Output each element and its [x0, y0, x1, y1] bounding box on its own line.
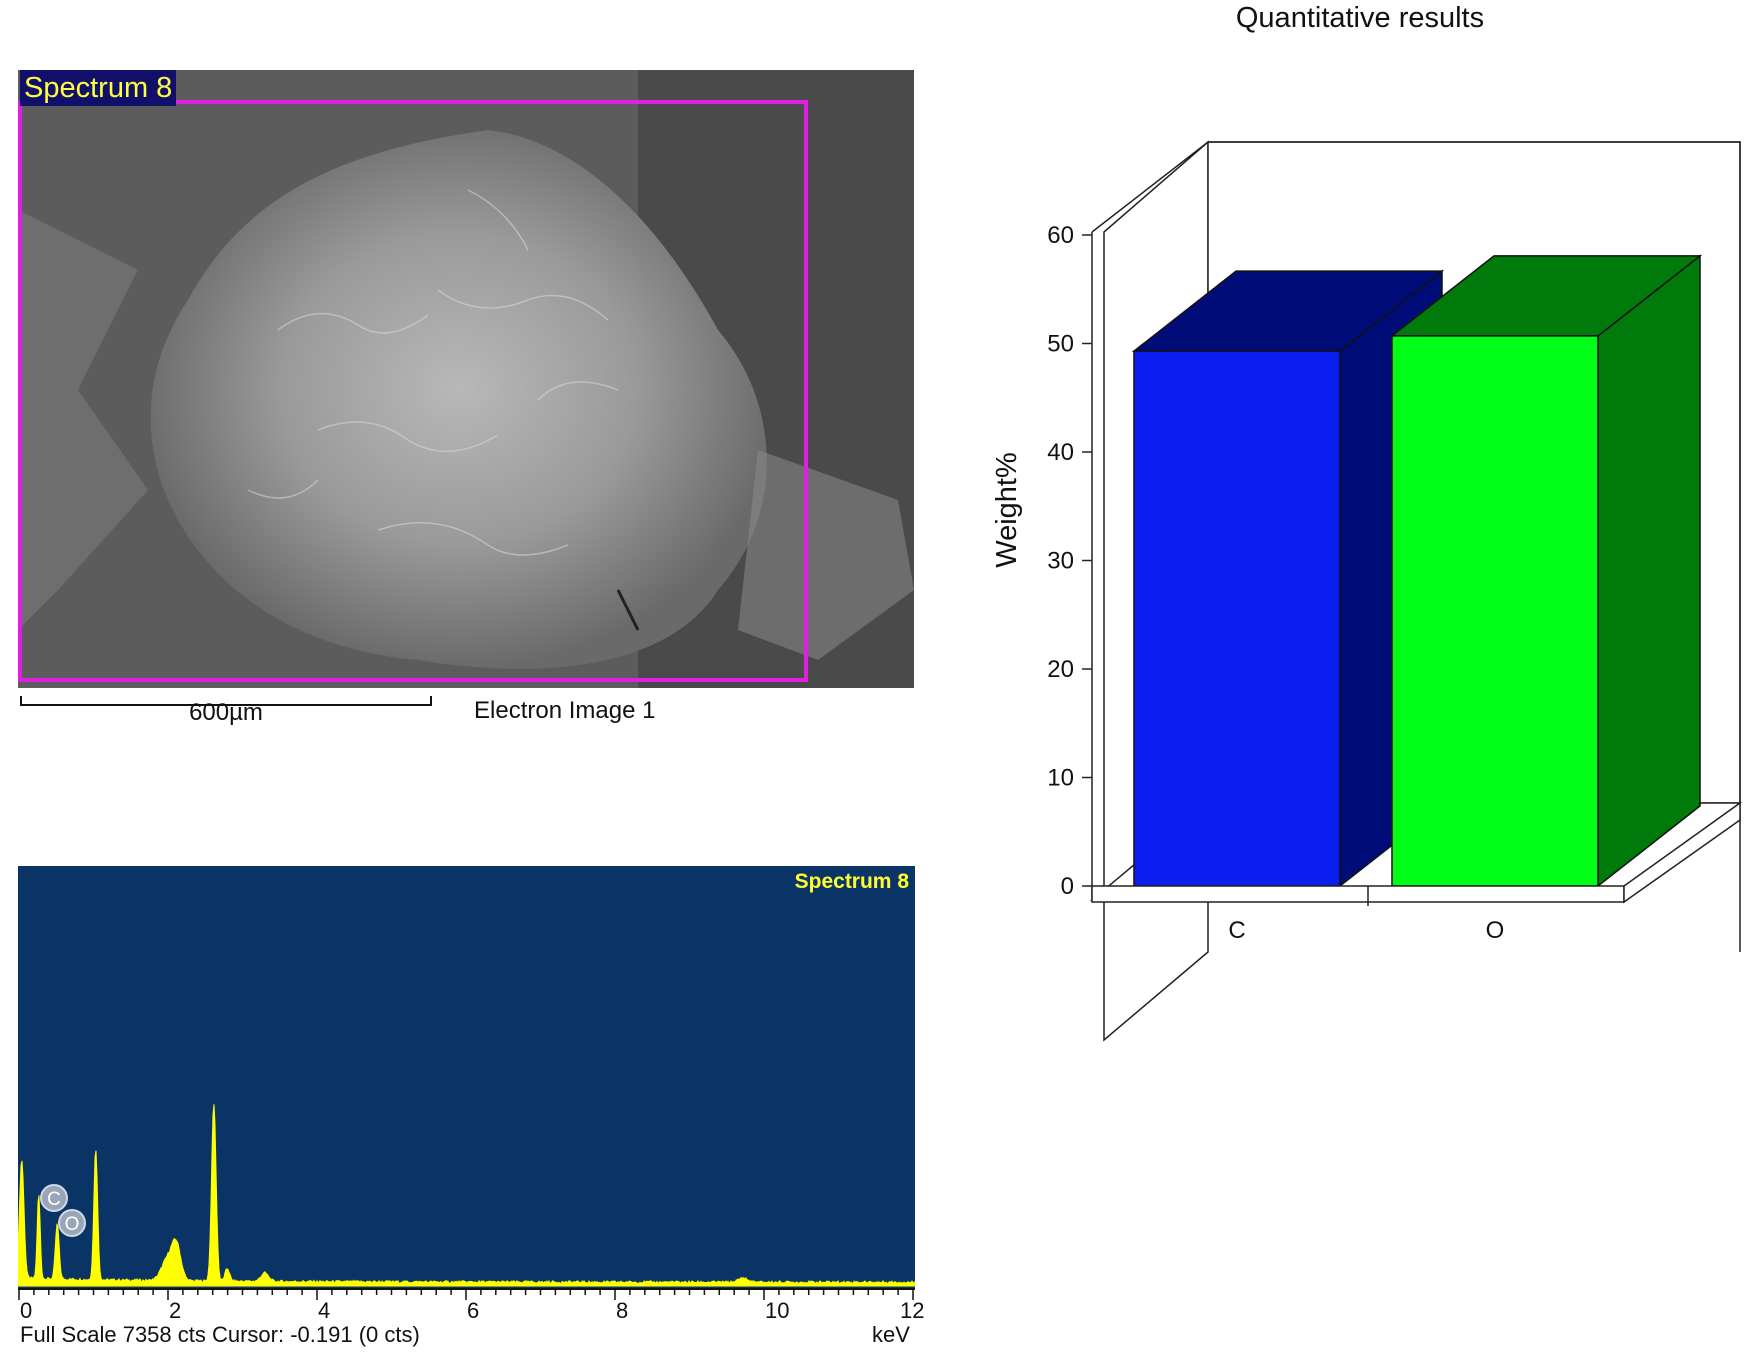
peak-marker-c[interactable]: C — [40, 1184, 68, 1212]
bar-top — [1389, 255, 1703, 337]
y-tick-label: 30 — [1047, 548, 1074, 575]
bar-c — [1131, 269, 1445, 888]
y-tick-label: 0 — [1061, 873, 1074, 900]
eds-spectrum-plot[interactable]: Spectrum 8 C O — [17, 866, 916, 1289]
spectrum-status-line: Full Scale 7358 cts Cursor: -0.191 (0 ct… — [20, 1322, 420, 1347]
x-tick-label-o: O — [1486, 917, 1505, 944]
scale-bar — [20, 696, 432, 706]
electron-image: Spectrum 8 — [18, 70, 914, 688]
spectrum-x-tick-label: 2 — [169, 1298, 182, 1323]
peak-marker-o[interactable]: O — [58, 1209, 86, 1237]
spectrum-x-tick-label: 6 — [467, 1298, 480, 1323]
y-tick-label: 50 — [1047, 331, 1074, 358]
y-tick-label: 10 — [1047, 765, 1074, 792]
spectrum-x-tick-label: 8 — [616, 1298, 629, 1323]
spectrum-x-tick-label: 0 — [20, 1298, 33, 1323]
y-axis-title: Weight% — [991, 452, 1023, 568]
spectrum-x-unit: keV — [872, 1322, 910, 1347]
bar-side — [1597, 254, 1701, 888]
peak-label-c: C — [47, 1189, 61, 1210]
y-tick-label: 20 — [1047, 656, 1074, 683]
spectrum-signal — [17, 1104, 916, 1287]
spectrum-x-axis — [18, 1288, 915, 1300]
spectrum-trace: C O — [17, 1104, 916, 1287]
peak-label-o: O — [65, 1214, 80, 1235]
x-tick-label-c: C — [1228, 917, 1245, 944]
spectrum-x-tick-label: 12 — [900, 1298, 925, 1323]
bar-o — [1389, 254, 1703, 888]
spectrum-region-outline[interactable] — [18, 100, 808, 682]
y-tick-label: 60 — [1047, 222, 1074, 249]
bar-top — [1131, 270, 1445, 352]
bar-side — [1339, 269, 1443, 888]
bar-front — [1133, 350, 1341, 887]
spectrum-x-tick-label: 4 — [318, 1298, 331, 1323]
scale-bar-label: 600µm — [189, 699, 263, 726]
spectrum-region-label: Spectrum 8 — [20, 70, 177, 106]
chart-title: Quantitative results — [1235, 2, 1485, 34]
image-caption: Electron Image 1 — [474, 697, 656, 724]
chart-bars — [1131, 254, 1703, 888]
bar-front — [1391, 335, 1599, 887]
y-tick-label: 40 — [1047, 439, 1074, 466]
spectrum-title: Spectrum 8 — [794, 870, 909, 893]
sem-micrograph — [18, 70, 914, 688]
chart-y-axis: 0 10 20 30 40 50 60 — [1047, 222, 1092, 900]
spectrum-x-tick-label: 10 — [765, 1298, 790, 1323]
